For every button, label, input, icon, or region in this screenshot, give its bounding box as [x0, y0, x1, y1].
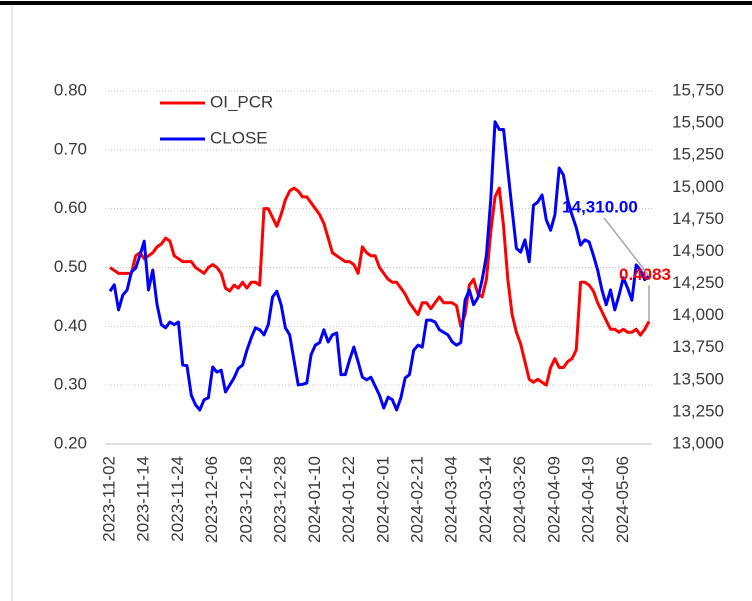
y-tick-label: 0.60: [54, 198, 87, 217]
data-label: 0.4083: [619, 265, 671, 284]
y2-tick-label: 15,250: [672, 145, 724, 164]
y-tick-label: 0.50: [54, 257, 87, 276]
x-tick-label: 2024-03-04: [442, 456, 461, 543]
y2-tick-label: 15,000: [672, 177, 724, 196]
x-tick-label: 2024-04-19: [579, 456, 598, 543]
y-tick-label: 0.70: [54, 139, 87, 158]
x-tick-label: 2024-02-21: [407, 456, 426, 543]
y2-tick-label: 15,750: [672, 80, 724, 99]
legend-label: OI_PCR: [210, 92, 273, 111]
x-tick-label: 2024-02-01: [373, 456, 392, 543]
x-tick-label: 2024-01-10: [305, 456, 324, 543]
x-tick-label: 2023-11-24: [168, 456, 187, 542]
y2-tick-label: 14,500: [672, 241, 724, 260]
y2-tick-label: 13,750: [672, 337, 724, 356]
x-tick-label: 2024-04-09: [544, 456, 563, 543]
y2-tick-label: 14,750: [672, 209, 724, 228]
x-tick-label: 2024-03-26: [510, 456, 529, 543]
x-tick-label: 2024-01-22: [339, 456, 358, 543]
x-tick-label: 2023-12-28: [271, 456, 290, 543]
y-tick-label: 0.30: [54, 375, 87, 394]
x-tick-label: 2024-05-06: [613, 456, 632, 543]
leader-line: [603, 217, 650, 277]
y-tick-label: 0.80: [54, 80, 87, 99]
series-line: [109, 186, 651, 387]
x-tick-label: 2023-12-18: [236, 456, 255, 543]
y-tick-label: 0.20: [54, 433, 87, 452]
legend-label: CLOSE: [210, 128, 268, 147]
series-line: [108, 120, 651, 412]
y2-tick-label: 13,000: [672, 433, 724, 452]
data-label: 14,310.00: [562, 197, 638, 216]
y2-tick-label: 14,250: [672, 273, 724, 292]
y2-tick-label: 15,500: [672, 113, 724, 132]
y2-tick-label: 13,250: [672, 401, 724, 420]
x-tick-label: 2024-03-14: [476, 456, 495, 543]
x-tick-label: 2023-11-14: [134, 456, 153, 542]
x-tick-label: 2023-12-06: [202, 456, 221, 543]
x-tick-label: 2023-11-02: [99, 456, 118, 542]
y-tick-label: 0.40: [54, 316, 87, 335]
y2-tick-label: 14,000: [672, 305, 724, 324]
y2-tick-label: 13,500: [672, 369, 724, 388]
